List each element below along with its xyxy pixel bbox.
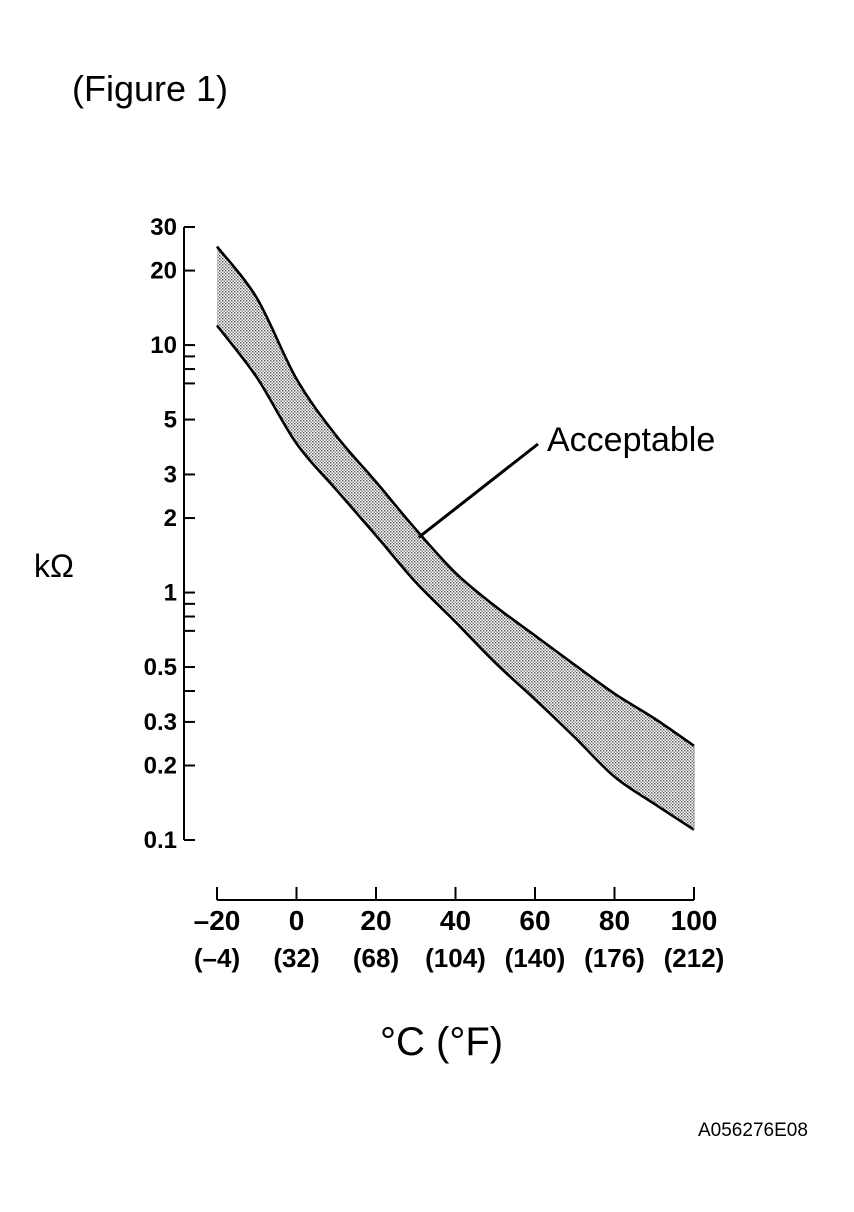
x-tick-label-fahrenheit: (–4) <box>194 943 240 973</box>
lower-limit-curve <box>215 324 695 831</box>
x-tick-label-fahrenheit: (32) <box>273 943 319 973</box>
figure-label: (Figure 1) <box>72 68 229 109</box>
y-tick-label: 0.1 <box>144 827 177 854</box>
x-tick-label-celsius: 40 <box>440 905 471 936</box>
x-tick-label-fahrenheit: (212) <box>664 943 725 973</box>
x-tick-label-celsius: 80 <box>599 905 630 936</box>
y-tick-label: 0.3 <box>144 709 177 736</box>
x-tick-label-fahrenheit: (176) <box>584 943 645 973</box>
y-tick-label: 0.5 <box>144 654 177 681</box>
y-tick-label: 30 <box>150 214 177 241</box>
y-tick-label: 1 <box>164 580 177 607</box>
y-axis-label: kΩ <box>34 548 74 584</box>
y-tick-label: 3 <box>164 461 177 488</box>
y-tick-label: 2 <box>164 505 177 532</box>
x-axis-label: °C (°F) <box>380 1020 504 1064</box>
x-tick-label-fahrenheit: (140) <box>505 943 566 973</box>
x-tick-label-celsius: 0 <box>289 905 305 936</box>
x-tick-label-fahrenheit: (104) <box>425 943 486 973</box>
x-tick-label-celsius: 20 <box>360 905 391 936</box>
y-tick-label: 0.2 <box>144 753 177 780</box>
x-tick-label-fahrenheit: (68) <box>353 943 399 973</box>
x-tick-label-celsius: –20 <box>194 905 241 936</box>
upper-limit-curve <box>215 245 695 747</box>
image-code: A056276E08 <box>698 1120 808 1141</box>
annotation-acceptable: Acceptable <box>547 421 715 459</box>
annotation-leader-line <box>417 442 539 539</box>
acceptable-band <box>217 246 694 830</box>
y-tick-label: 10 <box>150 332 177 359</box>
x-tick-label-celsius: 100 <box>671 905 718 936</box>
y-tick-label: 20 <box>150 258 177 285</box>
x-tick-label-celsius: 60 <box>519 905 550 936</box>
y-tick-label: 5 <box>164 407 177 434</box>
